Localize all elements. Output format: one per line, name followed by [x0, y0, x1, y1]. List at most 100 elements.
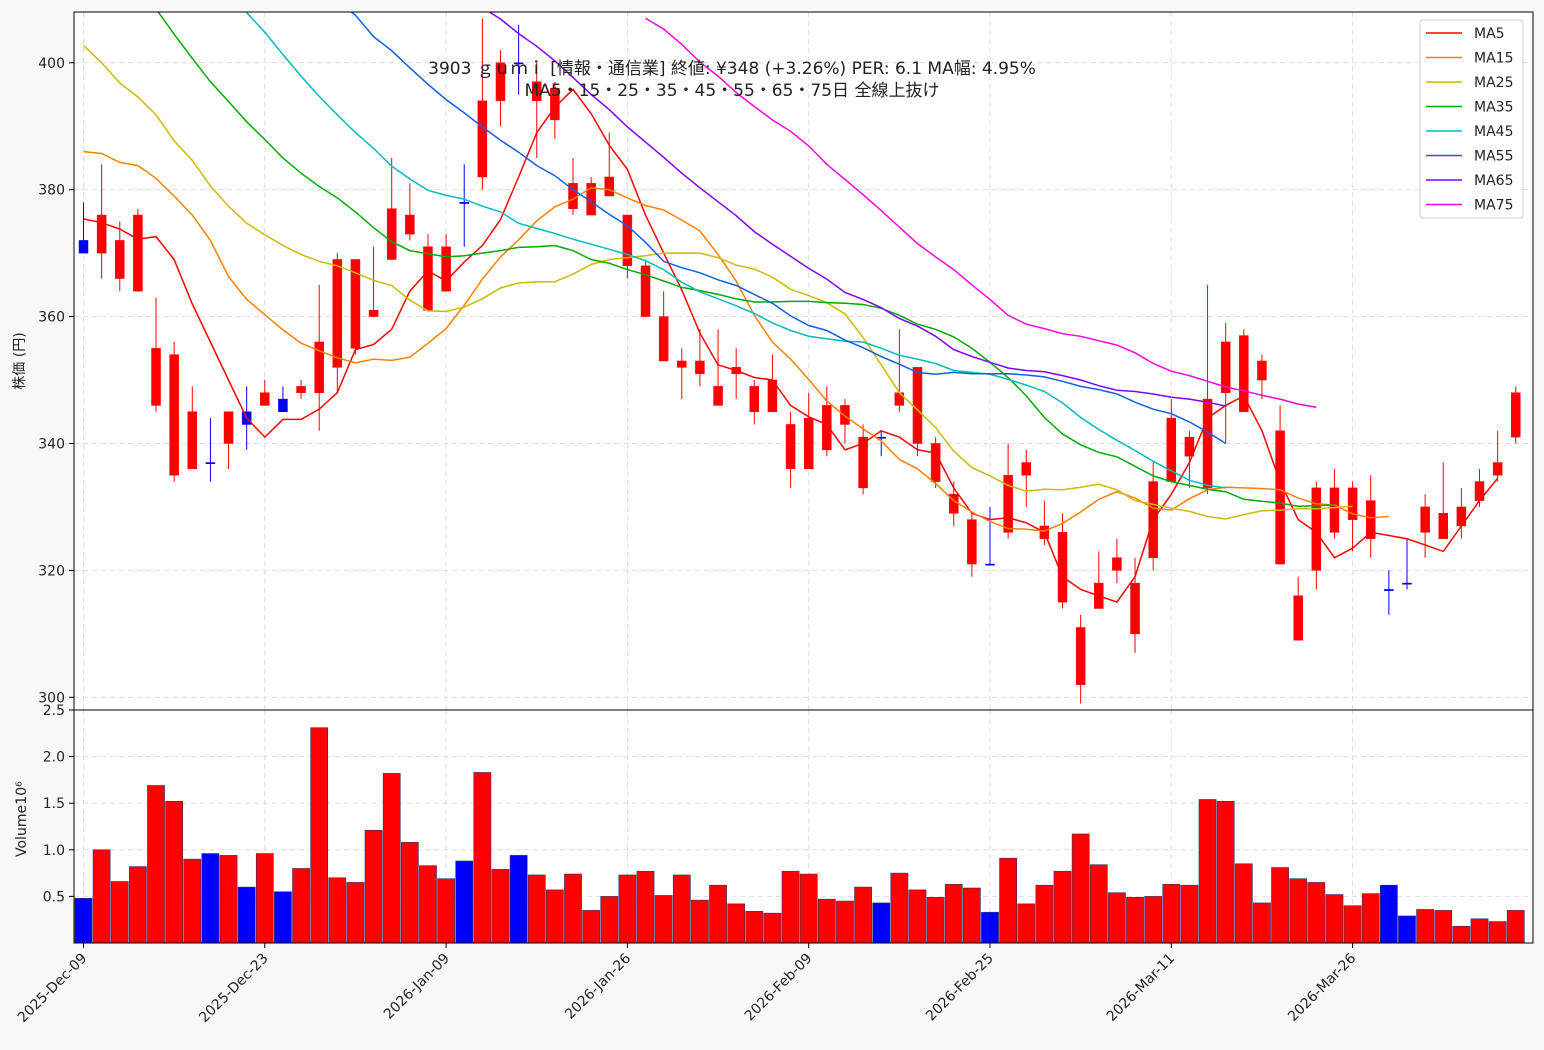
volume-bar: [382, 773, 401, 944]
candle-body: [205, 462, 216, 464]
price-y-tick-label: 400: [38, 56, 65, 72]
candle-body: [1365, 500, 1376, 539]
candle-body: [477, 100, 488, 178]
candle-body: [1021, 462, 1032, 476]
ma-line-ma35: [157, 12, 1335, 508]
volume-bar: [328, 877, 347, 944]
chart-title-line-2: MA5・15・25・35・45・55・65・75日 全線上抜け: [525, 81, 940, 101]
price-y-tick-label: 360: [38, 310, 65, 326]
candle-body: [640, 265, 651, 317]
volume-bar: [1108, 892, 1126, 944]
candle-body: [1220, 341, 1231, 393]
volume-bar: [1216, 801, 1235, 944]
candle-body: [749, 386, 760, 413]
candle-body: [967, 519, 977, 565]
volume-bar: [1162, 883, 1181, 944]
volume-bar: [346, 882, 365, 944]
candle-body: [695, 360, 705, 374]
volume-bar: [836, 900, 854, 944]
candle-body: [894, 392, 905, 406]
candle-body: [405, 214, 415, 235]
volume-bar: [926, 897, 945, 944]
volume-y-tick-label: 0.5: [43, 889, 65, 905]
legend-label-ma55: MA55: [1474, 149, 1513, 165]
volume-bar: [1198, 799, 1217, 944]
candle-body: [1511, 392, 1521, 438]
volume-bar: [455, 860, 474, 944]
volume-bar: [310, 727, 329, 944]
candle-body: [622, 214, 633, 267]
candle-body: [930, 443, 941, 482]
candle-body: [785, 424, 796, 470]
volume-bar: [817, 898, 836, 944]
candle-body: [332, 259, 343, 368]
candle-body: [912, 367, 923, 444]
volume-bar: [110, 881, 129, 944]
legend-label-ma25: MA25: [1474, 75, 1513, 91]
candle-body: [1275, 430, 1285, 565]
volume-plot-frame: [73, 709, 1534, 944]
volume-y-ticks: 0.5 1.0 1.5 2.0 2.5: [43, 703, 74, 905]
candle-body: [1130, 582, 1140, 635]
candle-body: [677, 360, 687, 368]
volume-bar: [999, 857, 1017, 944]
candle-body: [1112, 557, 1122, 571]
volume-bar: [165, 801, 184, 944]
volume-bar: [1416, 909, 1434, 944]
volume-bar: [1180, 884, 1199, 944]
ma-line-ma75: [645, 17, 1317, 409]
candle-body: [1420, 506, 1430, 533]
volume-bar: [854, 886, 872, 944]
candle-body: [513, 62, 524, 65]
price-plot-area: [74, 12, 1533, 710]
candle-body: [1293, 595, 1303, 641]
volume-bar: [727, 903, 746, 944]
volume-bars: [74, 727, 1525, 944]
volume-bar: [582, 910, 601, 944]
volume-bar: [400, 842, 419, 944]
candle-body: [840, 405, 850, 425]
price-y-tick-label: 320: [38, 563, 65, 579]
volume-bar: [618, 874, 637, 944]
candle-body: [386, 208, 397, 260]
volume-y-axis-label: Volume: [14, 805, 30, 857]
volume-bar: [1325, 894, 1344, 944]
candle-body: [495, 62, 506, 102]
price-y-tick-label: 340: [38, 436, 65, 452]
volume-bar: [183, 858, 202, 944]
ma-line-ma45: [246, 12, 1226, 489]
volume-bar: [274, 891, 292, 944]
chart-title-line-1: 3903 ｇｕｍｉ [情報・通信業] 終値: ¥348 (+3.26%) PER…: [428, 59, 1036, 79]
volume-bar: [491, 869, 510, 944]
candle-body: [96, 214, 107, 254]
candle-body: [115, 240, 125, 279]
candle-body: [187, 411, 198, 470]
volume-bar: [908, 889, 927, 944]
volume-bar: [255, 853, 274, 944]
volume-bar: [1253, 902, 1271, 944]
volume-bar: [1379, 884, 1398, 944]
candle-body: [1456, 506, 1467, 527]
volume-bar: [636, 870, 655, 944]
volume-bar: [1361, 893, 1380, 944]
volume-bar: [1488, 921, 1507, 944]
legend-label-ma75: MA75: [1474, 198, 1513, 214]
volume-bar: [1071, 833, 1090, 944]
volume-bar: [92, 849, 111, 944]
candle-body: [169, 354, 179, 476]
volume-bar: [1144, 896, 1163, 944]
volume-bar: [473, 772, 492, 944]
ma-line-ma65: [487, 12, 1226, 407]
price-y-ticks: 300 320 340 360 380 400: [38, 56, 74, 706]
volume-bar: [219, 855, 238, 944]
candle-body: [1075, 627, 1086, 685]
ma-line-ma55: [350, 12, 1227, 445]
volume-bar: [1452, 925, 1471, 944]
price-panel: 300 320 340 360 380 400 株価 (円) 3903 ｇｕｍｉ [情報・…: [12, 11, 1534, 711]
candle-body: [858, 436, 868, 489]
volume-bar: [1126, 897, 1144, 944]
volume-bar: [129, 866, 147, 944]
volume-bar: [1434, 910, 1453, 944]
legend-box: [1419, 19, 1524, 219]
volume-bar: [872, 902, 891, 944]
